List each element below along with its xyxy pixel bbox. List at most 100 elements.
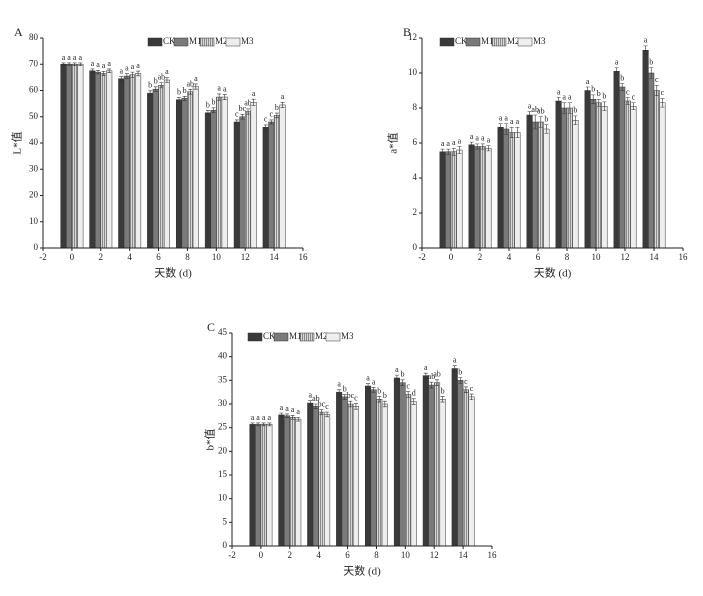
significance-letter: a — [296, 407, 300, 416]
significance-letter: bc — [239, 104, 247, 113]
error-bar — [279, 412, 284, 418]
significance-letter: a — [516, 117, 520, 126]
bar — [456, 149, 463, 249]
y-tick-label: 2 — [413, 207, 418, 217]
legend-label: CK — [455, 36, 468, 46]
y-tick-label: 25 — [218, 422, 228, 432]
significance-letter: a — [372, 377, 376, 386]
significance-letter: c — [470, 384, 474, 393]
bar — [405, 394, 412, 547]
bar — [260, 424, 267, 547]
y-tick-label: 10 — [29, 216, 39, 226]
significance-letter: a — [291, 405, 295, 414]
legend-swatch — [225, 37, 241, 47]
x-axis-label: 天数 (d) — [154, 267, 192, 280]
error-bar — [313, 403, 318, 410]
significance-letter: a — [568, 93, 572, 102]
significance-letter: b — [401, 370, 405, 379]
bar — [450, 151, 457, 249]
bar — [295, 418, 302, 547]
panel-label: C — [207, 320, 215, 334]
y-tick-label: 6 — [413, 137, 418, 147]
bar — [590, 99, 597, 249]
x-tick-label: 8 — [374, 550, 379, 560]
significance-letter: a — [557, 87, 561, 96]
significance-letter: a — [107, 59, 111, 68]
significance-letter: a — [453, 355, 457, 364]
bar — [77, 64, 84, 249]
bar — [262, 127, 269, 249]
bar — [278, 414, 285, 547]
bar — [514, 132, 521, 249]
significance-letter: c — [354, 393, 358, 402]
bar — [318, 411, 325, 547]
error-bar — [211, 107, 216, 113]
error-bar — [153, 86, 158, 92]
significance-letter: b — [154, 77, 158, 86]
bar — [118, 78, 125, 249]
error-bar — [544, 124, 549, 134]
significance-letter: ab — [428, 372, 436, 381]
bar — [347, 403, 354, 547]
significance-letter: a — [91, 59, 95, 68]
bar — [508, 132, 515, 249]
significance-letter: a — [337, 380, 341, 389]
x-tick-label: 12 — [241, 252, 250, 262]
y-tick-label: 12 — [408, 32, 417, 42]
significance-letter: d — [412, 389, 416, 398]
bar — [439, 151, 446, 249]
y-tick-label: 20 — [218, 445, 228, 455]
bar — [204, 112, 211, 249]
significance-letter: b — [383, 391, 387, 400]
bar — [158, 85, 165, 249]
error-bar — [591, 94, 596, 104]
error-bar — [527, 111, 532, 119]
significance-letter: a — [615, 58, 619, 67]
significance-letter: c — [632, 93, 636, 102]
error-bar — [342, 394, 347, 400]
bar — [537, 121, 544, 249]
bar — [381, 403, 388, 547]
significance-letter: b — [649, 58, 653, 67]
bar — [100, 73, 107, 249]
significance-letter: a — [366, 373, 370, 382]
error-bar — [246, 108, 251, 115]
significance-letter: b — [620, 73, 624, 82]
x-tick-label: 6 — [345, 550, 350, 560]
significance-letter: b — [573, 106, 577, 115]
error-bar — [67, 62, 72, 66]
error-bar — [348, 400, 353, 408]
significance-letter: a — [441, 139, 445, 148]
bar — [341, 396, 348, 547]
bar — [352, 406, 360, 547]
error-bar — [423, 372, 428, 379]
x-tick-label: 8 — [565, 252, 570, 262]
error-bar — [498, 123, 503, 132]
error-bar — [95, 69, 100, 75]
significance-letter: c — [235, 110, 239, 119]
error-bar — [290, 415, 295, 420]
y-tick-label: 10 — [218, 493, 228, 503]
significance-letter: a — [131, 62, 135, 71]
bar — [106, 70, 113, 249]
error-bar — [240, 114, 245, 120]
bar — [659, 102, 666, 249]
error-bar — [411, 398, 416, 405]
significance-letter: c — [406, 382, 410, 391]
panel-label: B — [403, 25, 411, 39]
bar — [613, 71, 620, 249]
error-bar — [308, 400, 313, 406]
bar — [543, 128, 550, 249]
error-bar — [394, 374, 399, 382]
bar — [653, 90, 660, 249]
significance-letter: c — [264, 115, 268, 124]
bar — [376, 399, 383, 547]
bar — [451, 368, 458, 547]
significance-letter: a — [499, 114, 503, 123]
significance-letter: a — [79, 53, 83, 62]
error-bar — [90, 68, 95, 73]
significance-letter: a — [217, 84, 221, 93]
significance-letter: ab — [244, 99, 252, 108]
error-bar — [107, 68, 112, 73]
legend-swatch — [325, 332, 341, 342]
